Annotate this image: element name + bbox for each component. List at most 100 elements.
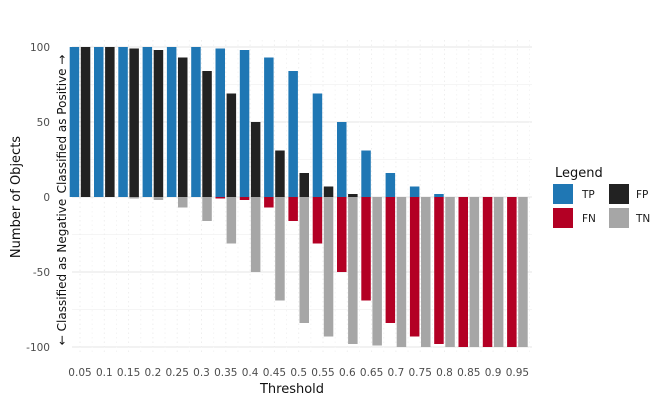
- bar-tn-0.65: [372, 197, 382, 346]
- x-tick-label: 0.85: [457, 367, 480, 379]
- bar-tp-0.6: [337, 122, 347, 197]
- x-tick-label: 0.8: [436, 367, 453, 379]
- x-tick-label: 0.2: [145, 367, 162, 379]
- x-tick-label: 0.45: [263, 367, 286, 379]
- bar-fn-0.45: [264, 197, 274, 208]
- annotation-negative: ← Classified as Negative: [55, 199, 69, 345]
- bar-fn-0.4: [239, 197, 250, 200]
- bar-tp-0.3: [191, 47, 201, 197]
- bar-fp-0.6: [348, 194, 358, 197]
- bar-fp-0.05: [80, 47, 91, 197]
- bar-fp-0.2: [153, 50, 164, 197]
- bar-tp-0.05: [69, 47, 80, 197]
- x-tick-label: 0.6: [339, 367, 356, 379]
- x-tick-label: 0.55: [311, 367, 334, 379]
- y-tick-label: -50: [33, 267, 50, 279]
- bar-fn-0.65: [361, 197, 371, 301]
- bar-tn-0.3: [202, 197, 212, 221]
- bar-fn-0.5: [288, 197, 298, 221]
- bar-tp-0.2: [142, 47, 153, 197]
- bar-tn-0.95: [518, 197, 528, 347]
- bar-tn-0.35: [226, 197, 237, 244]
- bar-tn-0.15: [129, 197, 139, 199]
- bar-tp-0.8: [434, 194, 444, 197]
- legend-key-fp: [609, 184, 629, 204]
- bar-tp-0.5: [288, 71, 298, 197]
- legend-label-fn: FN: [582, 213, 596, 225]
- y-tick-label: -100: [26, 342, 50, 354]
- legend-label-tp: TP: [581, 189, 595, 201]
- bar-tp-0.35: [215, 48, 225, 197]
- x-tick-label: 0.9: [485, 367, 502, 379]
- bar-fp-0.55: [323, 186, 334, 197]
- bar-fn-0.7: [385, 197, 396, 323]
- bar-tn-0.9: [493, 197, 504, 347]
- legend-label-tn: TN: [635, 213, 650, 225]
- y-tick-label: 0: [43, 192, 50, 204]
- bar-tp-0.15: [118, 47, 128, 197]
- x-tick-label: 0.15: [117, 367, 140, 379]
- bar-tn-0.5: [299, 197, 309, 323]
- legend-key-fn: [553, 208, 573, 228]
- bar-tp-0.1: [94, 47, 104, 197]
- x-tick-label: 0.1: [96, 367, 113, 379]
- bar-fn-0.8: [434, 197, 444, 344]
- bar-tn-0.75: [421, 197, 431, 347]
- bar-fn-0.75: [409, 197, 420, 337]
- x-tick-label: 0.25: [166, 367, 189, 379]
- bar-tp-0.45: [264, 57, 274, 197]
- bar-fn-0.6: [337, 197, 347, 272]
- bar-fp-0.35: [226, 93, 237, 197]
- x-axis-ticks: 0.05 0.1 0.15 0.2 0.25 0.3 0.35 0.4 0.45 0.5 0.55 0…: [68, 367, 529, 379]
- bar-fp-0.25: [178, 57, 188, 197]
- x-tick-label: 0.4: [242, 367, 259, 379]
- bar-tp-0.65: [361, 150, 371, 197]
- bar-tn-0.85: [469, 197, 480, 347]
- annotation-positive: Classified as Positive →: [55, 55, 69, 194]
- bar-fn-0.9: [482, 197, 493, 347]
- bar-fp-0.4: [250, 122, 261, 197]
- bar-tn-0.6: [348, 197, 358, 344]
- x-tick-label: 0.65: [360, 367, 383, 379]
- bar-tp-0.4: [239, 50, 250, 197]
- y-tick-label: 100: [30, 42, 50, 54]
- bar-fn-0.55: [312, 197, 323, 244]
- x-tick-label: 0.5: [290, 367, 307, 379]
- bar-tn-0.45: [275, 197, 285, 301]
- bar-tn-0.55: [323, 197, 334, 337]
- x-tick-label: 0.35: [214, 367, 237, 379]
- legend: Legend TP FP FN TN: [553, 166, 650, 228]
- bar-tn-0.2: [153, 197, 164, 200]
- bar-fn-0.35: [215, 197, 225, 199]
- bar-tp-0.75: [409, 186, 420, 197]
- legend-key-tp: [553, 184, 573, 204]
- y-axis-title: Number of Objects: [9, 136, 24, 258]
- x-tick-label: 0.05: [68, 367, 91, 379]
- x-tick-label: 0.95: [506, 367, 529, 379]
- bar-tn-0.8: [445, 197, 455, 347]
- bar-fp-0.1: [105, 47, 115, 197]
- legend-title: Legend: [555, 166, 603, 181]
- legend-key-tn: [609, 208, 629, 228]
- x-tick-label: 0.7: [388, 367, 405, 379]
- bar-tp-0.7: [385, 173, 396, 197]
- legend-label-fp: FP: [636, 189, 648, 201]
- bar-tn-0.4: [250, 197, 261, 272]
- bar-fp-0.45: [275, 150, 285, 197]
- bar-fp-0.3: [202, 71, 212, 197]
- bar-tp-0.55: [312, 93, 323, 197]
- x-tick-label: 0.75: [409, 367, 432, 379]
- bar-tn-0.7: [396, 197, 407, 347]
- bar-fn-0.85: [458, 197, 468, 347]
- bars: [69, 47, 528, 347]
- bar-fp-0.5: [299, 173, 309, 197]
- y-tick-label: 50: [37, 117, 50, 129]
- x-tick-label: 0.3: [193, 367, 210, 379]
- x-axis-title: Threshold: [259, 382, 324, 397]
- bar-tp-0.25: [166, 47, 177, 197]
- bar-fn-0.95: [507, 197, 517, 347]
- bar-fp-0.15: [129, 48, 139, 197]
- y-axis-ticks: 100 50 0 -50 -100: [26, 42, 50, 354]
- bar-tn-0.25: [178, 197, 188, 208]
